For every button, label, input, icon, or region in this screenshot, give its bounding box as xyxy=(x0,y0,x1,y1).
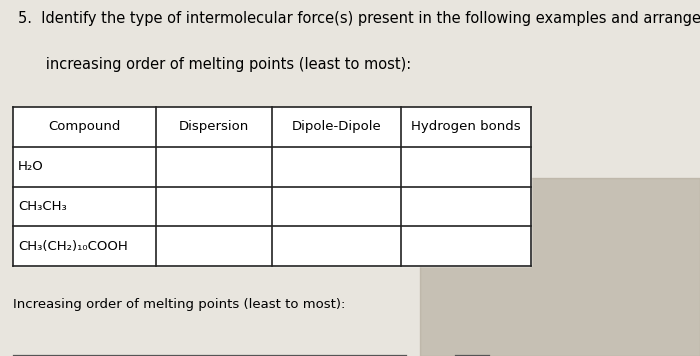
Bar xyxy=(420,178,700,356)
Text: Dispersion: Dispersion xyxy=(178,120,249,133)
Bar xyxy=(13,107,531,266)
Bar xyxy=(420,0,574,231)
Text: increasing order of melting points (least to most):: increasing order of melting points (leas… xyxy=(18,57,411,72)
Text: Compound: Compound xyxy=(48,120,120,133)
Text: Dipole-Dipole: Dipole-Dipole xyxy=(291,120,382,133)
Text: CH₃(CH₂)₁₀COOH: CH₃(CH₂)₁₀COOH xyxy=(18,240,128,253)
Text: 5.  Identify the type of intermolecular force(s) present in the following exampl: 5. Identify the type of intermolecular f… xyxy=(18,11,700,26)
Text: H₂O: H₂O xyxy=(18,160,44,173)
Text: CH₃CH₃: CH₃CH₃ xyxy=(18,200,67,213)
Text: Increasing order of melting points (least to most):: Increasing order of melting points (leas… xyxy=(13,298,345,312)
Text: Hydrogen bonds: Hydrogen bonds xyxy=(411,120,521,133)
